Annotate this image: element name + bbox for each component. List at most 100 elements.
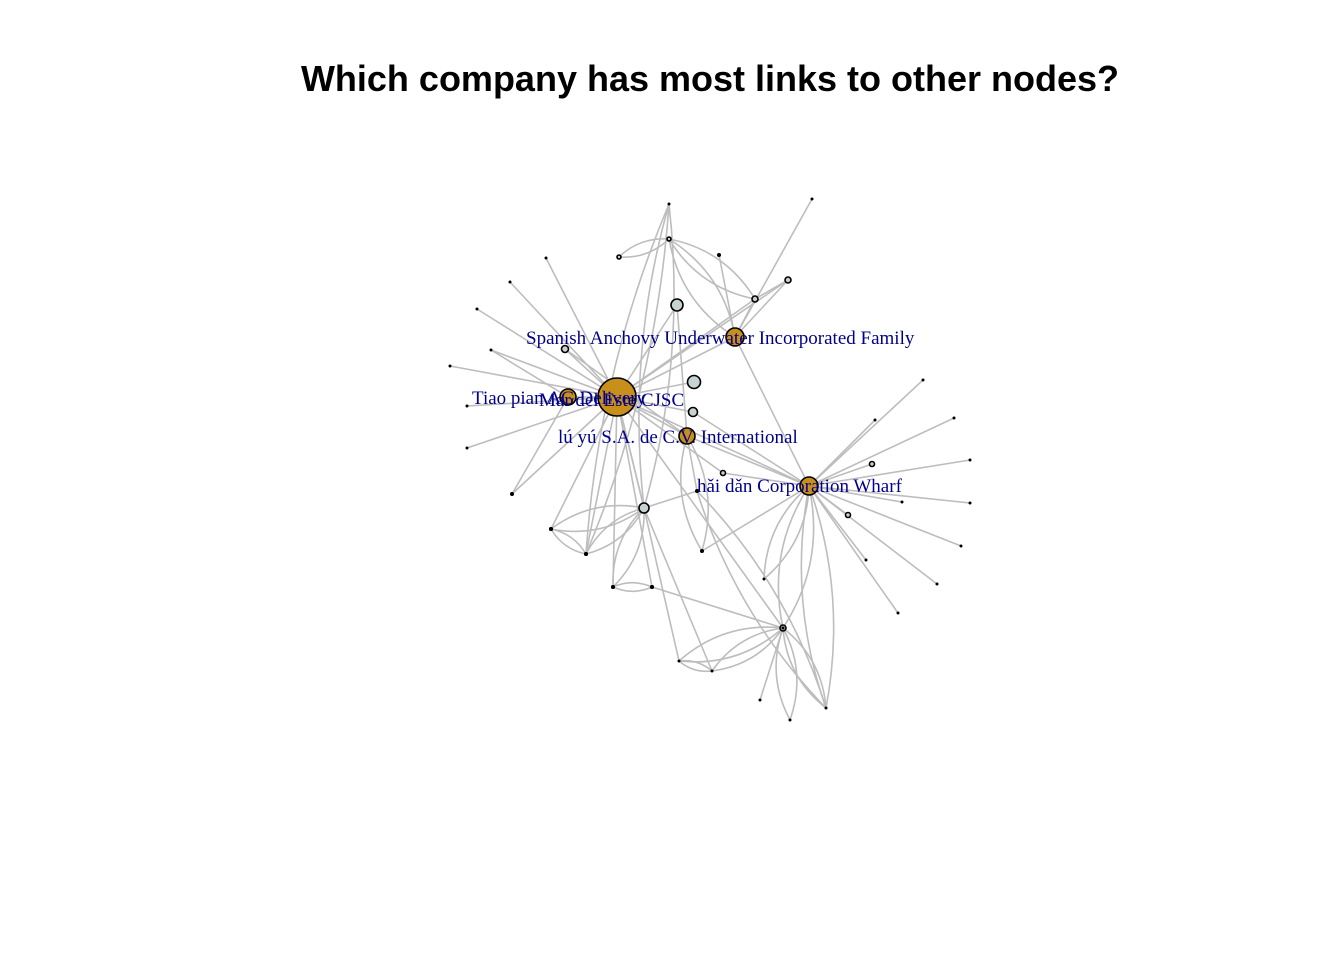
edge-b5-b6-b [550,528,587,555]
node-b4 [667,202,671,206]
node-b8 [710,669,714,673]
edge-b5-b6 [550,528,587,555]
edge-haidan-c13-b [782,485,815,629]
edge-haidan-h2 [808,419,876,487]
node-mar [597,377,637,417]
edge-mar-c13 [616,396,784,629]
edge-c6-b4 [638,203,670,509]
node-h4 [968,458,972,462]
edge-c13-b7 [678,626,784,662]
edge-mar-m6 [466,396,618,407]
node-c6 [638,502,650,514]
node-h10 [900,500,904,504]
label-layer: Spanish Anchovy Underwater Incorporated … [472,328,915,497]
edge-c6-b9 [612,507,645,588]
edge-spanish-c9 [668,238,736,338]
edge-mar-m2 [509,281,618,398]
edge-tiao-m8 [511,396,569,495]
edge-mar-c8 [616,279,789,398]
edge-layer [449,198,971,721]
node-c8 [784,276,792,284]
edge-mar-m7 [466,396,618,449]
edge-tiao-m4 [490,349,569,398]
edge-mar-spanish [616,336,736,398]
node-m8 [510,492,514,496]
node-c12 [868,460,876,468]
node-m3 [475,307,479,311]
edge-c6-b8 [643,507,713,672]
node-label-spanish-anchovy: Spanish Anchovy Underwater Incorporated … [526,328,915,349]
edge-c13-b8 [711,627,784,672]
node-h5 [968,501,972,505]
node-label-mar-del-este: Mar del Este CJSC [539,390,684,411]
edge-c13-b11-b [782,627,827,709]
edge-luyu-c5 [676,304,688,437]
edge-haidan-b3 [763,485,810,580]
node-c7 [751,295,759,303]
node-c3 [719,469,727,477]
edge-mar-m4 [490,349,618,398]
node-s1 [810,197,814,201]
node-c2 [687,406,699,418]
node-c1 [686,374,702,390]
edge-b1-b11 [696,490,827,709]
edge-haidan-h3 [808,417,955,487]
node-b11 [824,706,828,710]
node-label-hai-dan: hǎi dǎn Corporation Wharf [697,476,903,497]
edge-mar-m1 [545,257,618,398]
node-h9 [864,558,868,562]
node-b12 [650,585,654,589]
edge-c13-b11 [782,627,827,709]
edge-spanish-haidan [734,336,810,487]
edge-b9-b12-b [612,581,653,588]
edge-haidan-b11 [808,485,835,709]
edge-c13-b14 [759,627,784,701]
edge-luyu-haidan [686,435,810,487]
edge-c6-b5-b [585,507,645,555]
node-b6 [549,527,553,531]
edge-c9-c7 [668,238,756,300]
edge-b7-b8 [678,659,713,672]
node-b14 [758,698,762,702]
node-b13 [781,626,785,630]
node-spanish [725,327,745,347]
edge-c9-c10 [618,238,670,258]
node-m1 [544,256,548,260]
edge-haidan-h1 [808,379,924,487]
edge-b7-b8-b [678,660,713,673]
node-h3 [952,416,956,420]
node-h8 [896,611,900,615]
node-b2 [700,549,704,553]
edge-mar-m12 [616,396,653,588]
edge-luyu-b2 [686,435,710,552]
edge-luyu-b1 [686,435,698,492]
node-c4 [560,344,570,354]
node-b5 [584,552,588,556]
edge-haidan-h6 [808,485,962,547]
edge-c7-c8 [754,279,789,300]
node-h6 [959,544,963,548]
edge-mar-m3 [476,308,618,398]
edge-mar-m8 [511,396,618,495]
edge-haidan-b3-b [763,485,810,580]
node-c10 [616,254,622,260]
node-m5 [448,364,452,368]
node-h1 [921,378,925,382]
edge-c6-b6 [550,507,645,533]
node-luyu [678,427,696,445]
edge-c6-b9-b [612,507,645,588]
page-title: Which company has most links to other no… [300,58,1120,99]
edge-c6-b5 [585,507,645,555]
node-b3 [762,577,766,581]
edge-b4-b5 [585,203,670,555]
node-m7 [465,446,469,450]
edge-haidan-c2 [692,411,810,487]
edge-c9-c7-b [668,238,756,300]
edge-c6-b6-b [550,504,645,530]
edge-spanish-c8 [734,279,789,338]
node-layer [448,197,972,722]
edge-c6-b4-b [643,203,675,509]
node-m6 [465,404,469,408]
edge-mar-m11 [612,396,618,588]
